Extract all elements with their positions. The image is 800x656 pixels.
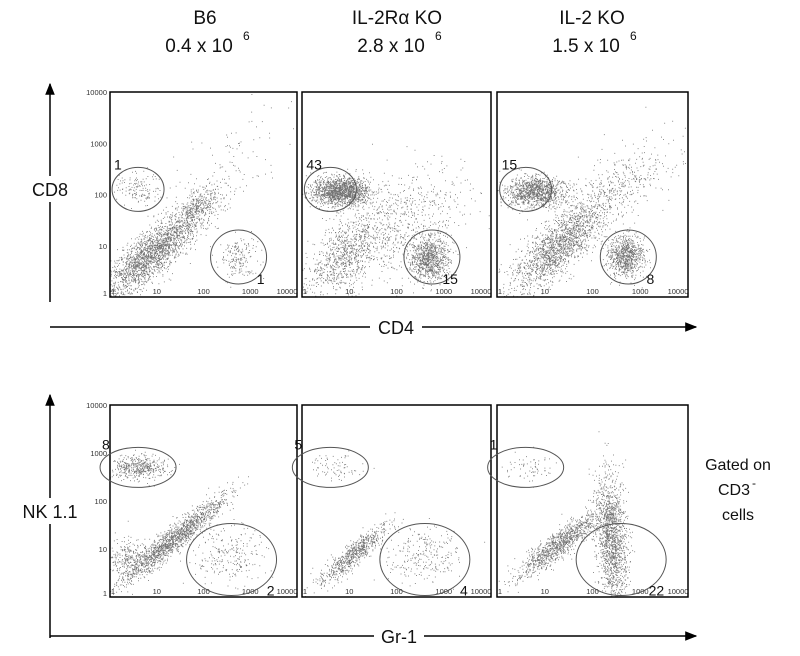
- event-dots: [110, 449, 274, 595]
- gate: [403, 229, 461, 285]
- column-count: 2.8 x 10: [357, 36, 425, 57]
- plot-frame: [496, 404, 689, 598]
- event-dots: [498, 431, 636, 598]
- note-sup: -: [752, 476, 756, 490]
- note: CD3: [718, 482, 750, 499]
- gate-percentage: 1: [257, 271, 265, 287]
- y-tick-label: 10000: [86, 401, 107, 410]
- plot-frame: [496, 91, 689, 298]
- gate-percentage: 15: [502, 156, 518, 172]
- gate-percentage: 5: [294, 436, 302, 452]
- gate: [487, 446, 565, 488]
- column-exponent: 6: [243, 29, 250, 43]
- x-tick-label: 1000: [632, 287, 649, 296]
- x-tick-label: 10000: [277, 587, 298, 596]
- column-title: B6: [193, 8, 216, 29]
- x-tick-label: 1: [498, 287, 502, 296]
- column-exponent: 6: [630, 29, 637, 43]
- x-tick-label: 1: [111, 287, 115, 296]
- gate-percentage: 15: [442, 271, 458, 287]
- gate-percentage: 8: [647, 271, 655, 287]
- x-tick-label: 1: [498, 587, 502, 596]
- gate: [499, 166, 553, 212]
- y-tick-label: 10: [99, 545, 107, 554]
- plot-frame: [109, 91, 298, 298]
- x-axis-label: CD4: [378, 318, 414, 338]
- gate-percentage: 4: [460, 583, 468, 599]
- gate-percentage: 1: [490, 436, 498, 452]
- plot-frame: [301, 91, 492, 298]
- y-axis-label: NK 1.1: [22, 502, 77, 522]
- plot-frame: [109, 404, 298, 598]
- y-tick-label: 10: [99, 242, 107, 251]
- x-tick-label: 1000: [242, 287, 259, 296]
- event-dots: [110, 94, 294, 298]
- y-tick-label: 1: [103, 289, 107, 298]
- y-tick-label: 100: [94, 497, 107, 506]
- gate-percentage: 22: [649, 583, 665, 599]
- y-axis-label: CD8: [32, 180, 68, 200]
- gate: [210, 229, 268, 285]
- column-title: IL-2Rα KO: [352, 8, 442, 29]
- gate-percentage: 43: [306, 156, 322, 172]
- gate: [599, 229, 657, 285]
- x-tick-label: 10: [541, 587, 549, 596]
- x-tick-label: 100: [390, 287, 403, 296]
- x-tick-label: 10000: [668, 587, 689, 596]
- x-tick-label: 1000: [435, 587, 452, 596]
- x-tick-label: 100: [197, 287, 210, 296]
- event-dots: [305, 450, 486, 598]
- column-count: 0.4 x 10: [165, 36, 233, 57]
- x-tick-label: 10000: [471, 287, 492, 296]
- note: Gated on: [705, 457, 771, 474]
- gate: [111, 166, 165, 212]
- gate: [575, 523, 667, 597]
- x-tick-label: 10: [153, 587, 161, 596]
- x-tick-label: 10000: [471, 587, 492, 596]
- gate: [303, 166, 357, 212]
- y-tick-label: 1000: [90, 449, 107, 458]
- y-tick-label: 1: [103, 589, 107, 598]
- event-dots: [497, 106, 686, 298]
- column-title: IL-2 KO: [559, 8, 624, 29]
- x-axis-label: Gr-1: [381, 627, 417, 647]
- x-tick-label: 1: [303, 287, 307, 296]
- x-tick-label: 100: [586, 287, 599, 296]
- y-tick-label: 100: [94, 191, 107, 200]
- x-tick-label: 100: [586, 587, 599, 596]
- x-tick-label: 1: [111, 587, 115, 596]
- gate-percentage: 8: [102, 436, 110, 452]
- x-tick-label: 10000: [668, 287, 689, 296]
- gate: [99, 446, 177, 488]
- y-tick-label: 1000: [90, 139, 107, 148]
- column-count: 1.5 x 10: [552, 36, 620, 57]
- x-tick-label: 10: [345, 287, 353, 296]
- x-tick-label: 10: [345, 587, 353, 596]
- x-tick-label: 10: [153, 287, 161, 296]
- plot-frame: [301, 404, 492, 598]
- column-exponent: 6: [435, 29, 442, 43]
- x-tick-label: 100: [390, 587, 403, 596]
- gate-percentage: 2: [267, 583, 275, 599]
- gate: [186, 523, 278, 597]
- event-dots: [302, 143, 490, 297]
- x-tick-label: 1: [303, 587, 307, 596]
- y-tick-label: 10000: [86, 88, 107, 97]
- x-tick-label: 1000: [435, 287, 452, 296]
- x-tick-label: 1000: [242, 587, 259, 596]
- gate: [291, 446, 369, 488]
- gate-percentage: 1: [114, 156, 122, 172]
- x-tick-label: 10: [541, 287, 549, 296]
- x-tick-label: 1000: [632, 587, 649, 596]
- x-tick-label: 100: [197, 587, 210, 596]
- note: cells: [722, 507, 754, 524]
- x-tick-label: 10000: [277, 287, 298, 296]
- gate: [379, 523, 471, 597]
